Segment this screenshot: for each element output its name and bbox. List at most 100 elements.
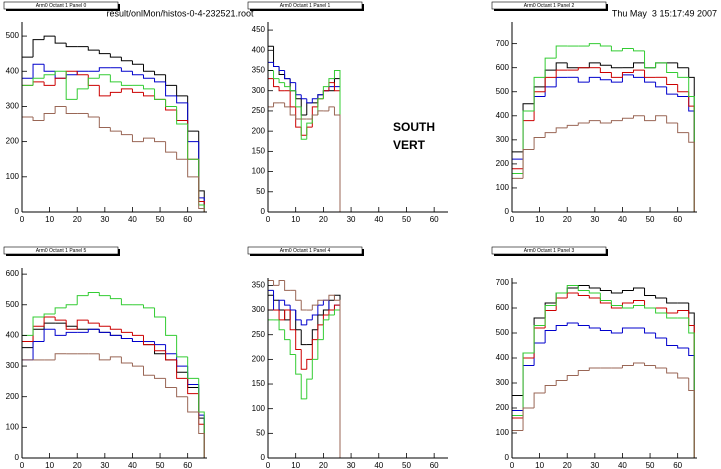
title-box [491, 1, 607, 10]
histogram-bin [632, 69, 645, 73]
histogram-bin [655, 295, 667, 299]
histogram-bin [165, 99, 177, 111]
histogram-bin [109, 295, 122, 300]
panel-title: Arm0 Octant 1 Panel 5 [36, 248, 87, 254]
histogram-bin [610, 72, 623, 78]
x-tick-label: 30 [100, 461, 109, 469]
histogram-bin [533, 392, 546, 408]
histogram-bin [267, 289, 274, 458]
panel-title: Arm0 Octant 1 Panel 4 [280, 248, 331, 254]
annotation: SOUTH [393, 120, 435, 134]
y-tick-label: 250 [252, 330, 266, 339]
histogram-bin [328, 309, 335, 315]
histogram-bin [267, 45, 274, 212]
histogram-bin [54, 307, 67, 314]
histogram-bin [43, 328, 56, 342]
histogram-bin [32, 63, 45, 79]
x-tick-label: 0 [510, 215, 515, 224]
histogram-bin [198, 159, 205, 212]
histogram-bin [621, 305, 634, 309]
histogram-bin [577, 285, 590, 291]
histogram-bin [306, 378, 313, 399]
x-tick-label: 50 [402, 215, 411, 224]
histogram-bin [187, 124, 199, 160]
x-tick-label: 40 [128, 215, 137, 224]
histogram-bin [142, 304, 155, 309]
histogram-bin [306, 98, 313, 104]
y-tick-label: 400 [496, 353, 510, 362]
histogram-bin [577, 67, 590, 71]
histogram-bin [621, 302, 634, 308]
histogram-bin [322, 319, 329, 340]
histogram-bin [87, 328, 100, 333]
histogram-bin [109, 74, 122, 83]
y-tick-label: 200 [6, 137, 20, 146]
histogram-bin [599, 288, 612, 291]
title-box [491, 246, 607, 255]
histogram-bin [522, 357, 535, 418]
histogram-bin [544, 132, 557, 138]
histogram-bin [165, 353, 177, 361]
histogram-bin [98, 117, 111, 129]
y-tick-label: 200 [252, 126, 266, 135]
histogram-bin [317, 98, 324, 115]
x-tick-label: 20 [563, 215, 572, 224]
histogram-bin [21, 84, 34, 212]
x-tick-label: 60 [673, 215, 682, 224]
histogram-bin [577, 370, 590, 376]
histogram-bin [333, 295, 341, 458]
y-tick-label: 100 [496, 428, 510, 437]
histogram-bin [666, 115, 678, 124]
histogram-bin [187, 102, 199, 143]
histogram-bin [165, 74, 177, 86]
annotation: VERT [393, 138, 426, 152]
histogram-bin [120, 67, 133, 72]
histogram-bin [165, 378, 177, 389]
histogram-bin [588, 290, 601, 294]
x-tick-label: 60 [673, 461, 682, 469]
histogram-bin [289, 78, 296, 92]
histogram-bin [300, 98, 307, 116]
histogram-bin [98, 67, 111, 72]
histogram-bin [284, 309, 291, 320]
histogram-bin [154, 78, 166, 83]
x-tick-label: 10 [45, 215, 54, 224]
histogram-bin [610, 65, 623, 69]
histogram-bin [666, 338, 678, 346]
histogram-bin [165, 317, 177, 336]
histogram-bin [187, 372, 199, 389]
histogram-bin [677, 62, 689, 69]
histogram-bin [289, 78, 296, 84]
histogram-bin [87, 77, 100, 89]
histogram-bin [317, 339, 324, 360]
histogram-bin [317, 98, 324, 107]
x-tick-label: 30 [347, 215, 356, 224]
histogram-bin [328, 294, 335, 301]
histogram-bin [644, 62, 656, 69]
histogram-bin [76, 70, 89, 75]
x-tick-label: 20 [319, 461, 328, 469]
x-tick-label: 50 [402, 461, 411, 469]
x-tick-label: 20 [73, 461, 82, 469]
histogram-bin [289, 86, 296, 92]
histogram-bin [577, 285, 590, 288]
histogram-bin [278, 300, 285, 311]
histogram-bin [54, 70, 67, 75]
histogram-bin [295, 90, 302, 108]
histogram-bin [278, 310, 285, 321]
histogram-bin [267, 319, 274, 458]
histogram-bin [621, 327, 634, 333]
histogram-bin [533, 86, 546, 104]
histogram-bin [632, 287, 645, 291]
histogram-bin [131, 134, 144, 143]
histogram-bin [21, 116, 34, 212]
histogram-bin [666, 298, 678, 304]
y-tick-label: 600 [496, 63, 510, 72]
histogram-bin [588, 62, 601, 68]
histogram-bin [76, 88, 89, 100]
histogram-bin [666, 62, 678, 74]
histogram-bin [566, 292, 579, 298]
histogram-bin [154, 138, 166, 143]
histogram-bin [544, 57, 557, 78]
histogram-bin [120, 298, 133, 306]
